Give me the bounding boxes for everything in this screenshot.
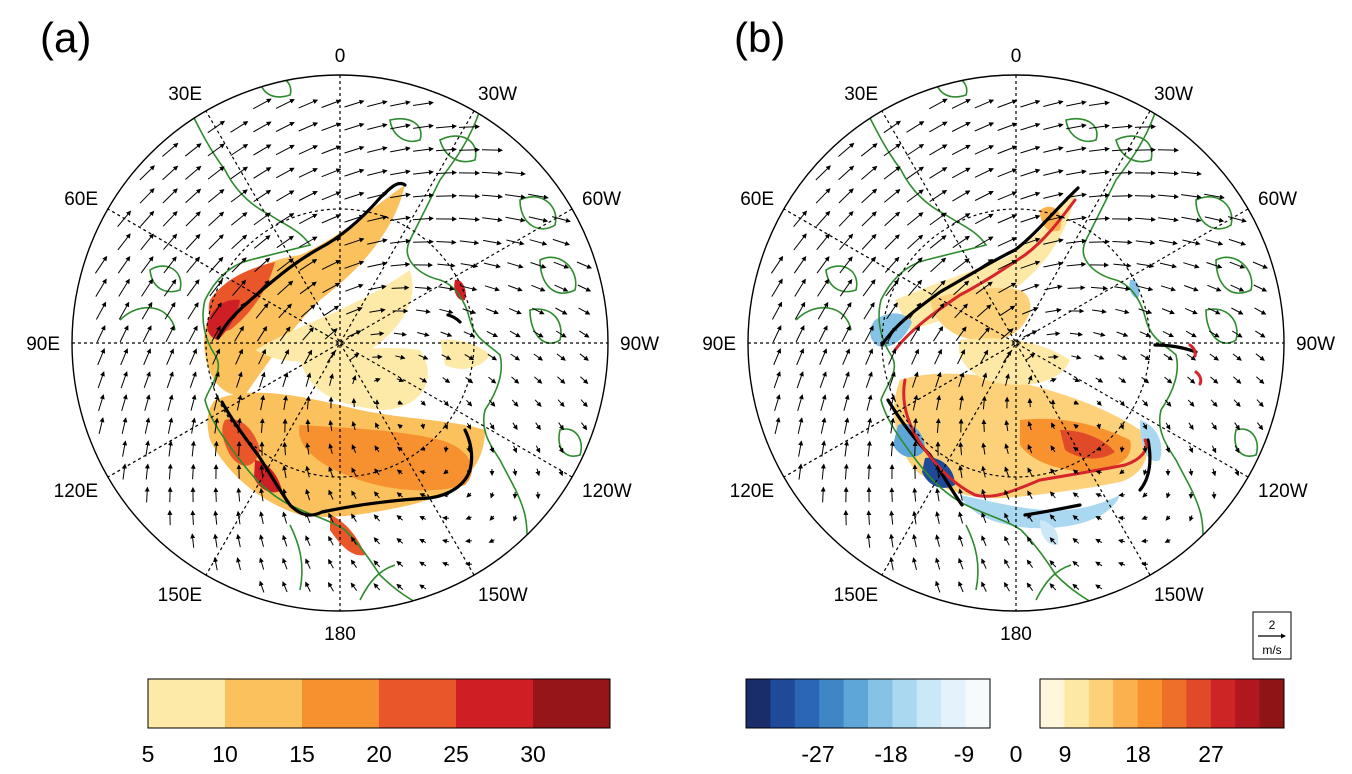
colorbar-b-swatch [868, 679, 893, 728]
panel-b-lon-label: 90W [1296, 334, 1335, 355]
panel-a-lon-label: 120E [54, 481, 98, 502]
panel-b-lon-label: 150E [834, 585, 878, 606]
colorbar-b-swatch [1235, 679, 1260, 728]
wind-vector [443, 518, 449, 519]
wind-vector [446, 446, 447, 451]
wind-vector [239, 442, 240, 456]
reference-vector-box: 2 m/s [1253, 612, 1291, 659]
panel-b-lon-label: 30E [844, 84, 878, 105]
colorbar-a-swatch [148, 679, 226, 728]
colorbar-b-swatch [917, 679, 942, 728]
panel-a-lon-label: 90W [620, 334, 659, 355]
panel-b-lon-label: 0 [1011, 46, 1022, 67]
reference-vector-unit: m/s [1262, 643, 1281, 657]
colorbar-b-swatch [1113, 679, 1138, 728]
panel-a-lon-label: 0 [335, 46, 346, 67]
wind-vector [1142, 541, 1148, 542]
panel-b-lon-label: 60W [1258, 189, 1297, 210]
panel-a-lon-label: 150E [158, 585, 202, 606]
panel-a-lon-label: 120W [582, 481, 632, 502]
panel-a-lon-label: 30E [168, 84, 202, 105]
colorbar-b-tick-label: -18 [874, 741, 907, 767]
panel-b-lon-label: 180 [1000, 624, 1032, 645]
panel-b-lon-label: 30W [1154, 84, 1193, 105]
colorbar-b-tick-label: 27 [1198, 741, 1224, 767]
wind-vector [354, 399, 355, 407]
colorbar-b-tick-label: 18 [1125, 741, 1151, 767]
panel-b: (b) [702, 14, 1335, 767]
wind-vector [984, 420, 985, 432]
colorbar-b-swatch [844, 679, 869, 728]
colorbar-a-swatch [379, 679, 457, 728]
wind-vector [308, 420, 309, 432]
colorbar-a-tick-label: 20 [366, 741, 392, 767]
wind-vector [1089, 242, 1109, 243]
colorbar-b-tick-label: 0 [1010, 741, 1023, 767]
wind-vector [892, 488, 893, 502]
panel-a-lon-label: 150W [478, 585, 528, 606]
colorbar-b-swatch [1064, 679, 1089, 728]
colorbar-b-swatch [1260, 679, 1285, 728]
panel-b-lon-label: 120E [730, 481, 774, 502]
panel-a-lon-label: 60W [582, 189, 621, 210]
panel-b-label: (b) [734, 14, 785, 61]
wind-vector [466, 541, 472, 542]
wind-vector [482, 150, 502, 151]
colorbar-b-swatch [746, 679, 771, 728]
colorbar-b-swatch [941, 679, 966, 728]
colorbar-b-swatch [1040, 679, 1065, 728]
panel-a-lon-label: 30W [478, 84, 517, 105]
colorbar-b-swatch [1138, 679, 1163, 728]
panel-b-lon-label: 60E [740, 189, 774, 210]
colorbar-b-tick-label: -27 [801, 741, 834, 767]
panel-b-lon-label: 150W [1154, 585, 1204, 606]
wind-vector [1214, 492, 1215, 498]
wind-vector [1119, 518, 1125, 519]
colorbar-b-swatch [892, 679, 917, 728]
panel-a-label: (a) [40, 14, 91, 61]
wind-vector [915, 442, 916, 456]
colorbar-a-tick-label: 5 [142, 741, 155, 767]
colorbar-a-swatch [533, 679, 611, 728]
colorbar-b-swatch [819, 679, 844, 728]
colorbar-a-tick-label: 25 [443, 741, 469, 767]
colorbar-a-swatch [302, 679, 380, 728]
wind-vector [1158, 150, 1178, 151]
colorbar-a-tick-label: 15 [289, 741, 315, 767]
colorbar-b-swatch [1186, 679, 1211, 728]
colorbar-b-swatch [1089, 679, 1114, 728]
panel-b-lon-label: 90E [702, 334, 736, 355]
colorbar-b-swatch [770, 679, 795, 728]
panel-a-lon-label: 180 [324, 624, 356, 645]
colorbar-a-swatch [456, 679, 534, 728]
colorbar-b-swatch [1162, 679, 1187, 728]
panel-b-lon-label: 120W [1258, 481, 1308, 502]
colorbar-a-tick-label: 10 [212, 741, 238, 767]
colorbar-b-swatch [966, 679, 991, 728]
colorbar-a-tick-label: 30 [520, 741, 546, 767]
panel-a: (a) [26, 14, 659, 767]
panel-a-colorbar: 5 10 15 20 25 30 [142, 679, 611, 767]
colorbar-a-swatch [225, 679, 303, 728]
wind-vector [216, 488, 217, 502]
reference-vector-value: 2 [1269, 618, 1276, 632]
panel-a-lon-label: 60E [64, 189, 98, 210]
wind-vector [538, 492, 539, 498]
wind-vector [1030, 399, 1031, 407]
panel-b-colorbar: -27 -18 -9 0 9 18 27 [746, 679, 1285, 767]
colorbar-b-swatch [795, 679, 820, 728]
wind-vector [1122, 446, 1123, 451]
colorbar-b-tick-label: -9 [954, 741, 974, 767]
colorbar-b-swatch [1211, 679, 1236, 728]
colorbar-b-tick-label: 9 [1059, 741, 1072, 767]
wind-vector [413, 242, 433, 243]
panel-a-lon-label: 90E [26, 334, 60, 355]
